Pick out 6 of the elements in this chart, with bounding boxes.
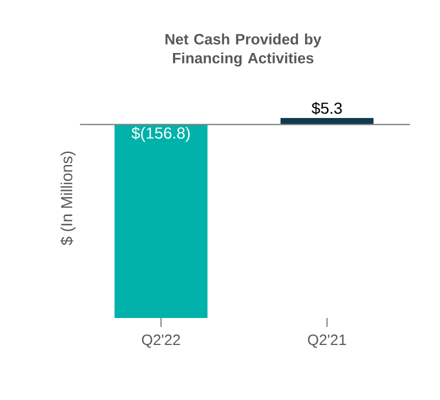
y-axis-title: $ (In Millions) (60, 152, 76, 246)
data-label: $5.3 (312, 102, 342, 115)
data-label: $(156.8) (132, 126, 190, 142)
x-tick-label: Q2'21 (308, 334, 346, 348)
chart-title: Net Cash Provided by Financing Activities (166, 34, 322, 66)
x-tick-label: Q2'22 (142, 334, 180, 348)
